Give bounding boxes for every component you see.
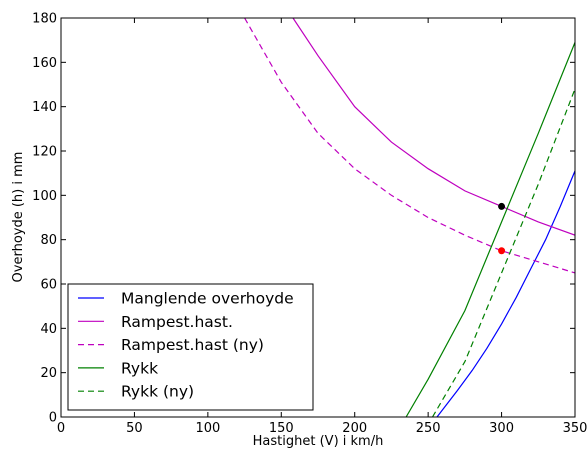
- legend-label-0: Manglende overhoyde: [121, 290, 294, 308]
- series-layer: [244, 18, 575, 417]
- y-tick-label: 0: [49, 411, 57, 426]
- x-tick-label: 150: [269, 421, 294, 436]
- plot-frame: [60, 17, 576, 418]
- y-tick-label: 40: [40, 322, 57, 337]
- y-tick-label: 60: [40, 278, 57, 293]
- ticks-layer: 0 50 100 150 200 250 300 350 0 20 40 60 80 100 120 140 1…: [32, 12, 587, 437]
- series-line-0: [436, 170, 575, 417]
- series-line-2: [244, 18, 575, 274]
- series-line-1: [292, 18, 575, 236]
- y-tick-label: 80: [40, 233, 57, 248]
- series-line-4: [431, 88, 575, 417]
- series-line-3: [405, 42, 575, 417]
- y-tick-label: 140: [32, 100, 57, 115]
- y-tick-label: 20: [40, 366, 57, 381]
- x-tick-label: 200: [342, 421, 367, 436]
- legend-label-4: Rykk (ny): [121, 383, 194, 401]
- legend-label-2: Rampest.hast (ny): [121, 336, 264, 354]
- legend-box: [67, 283, 314, 411]
- x-tick-label: 350: [563, 421, 588, 436]
- x-tick-label: 300: [489, 421, 514, 436]
- y-tick-label: 180: [32, 12, 57, 27]
- y-tick-label: 100: [32, 189, 57, 204]
- y-tick-label: 160: [32, 56, 57, 71]
- data-point-0: [498, 202, 506, 210]
- y-tick-label: 120: [32, 145, 57, 160]
- x-tick-label: 250: [416, 421, 441, 436]
- data-point-1: [498, 247, 506, 255]
- y-axis-label: Overhoyde (h) i mm: [11, 152, 26, 283]
- legend-label-3: Rykk: [121, 359, 158, 377]
- x-axis-label: Hastighet (V) i km/h: [253, 434, 384, 449]
- x-tick-label: 100: [195, 421, 220, 436]
- points-layer: [498, 202, 506, 255]
- x-tick-label: 50: [126, 421, 143, 436]
- x-tick-label: 0: [57, 421, 65, 436]
- legend: Manglende overhoyde Rampest.hast. Rampest.…: [67, 283, 314, 411]
- legend-label-1: Rampest.hast.: [121, 313, 233, 331]
